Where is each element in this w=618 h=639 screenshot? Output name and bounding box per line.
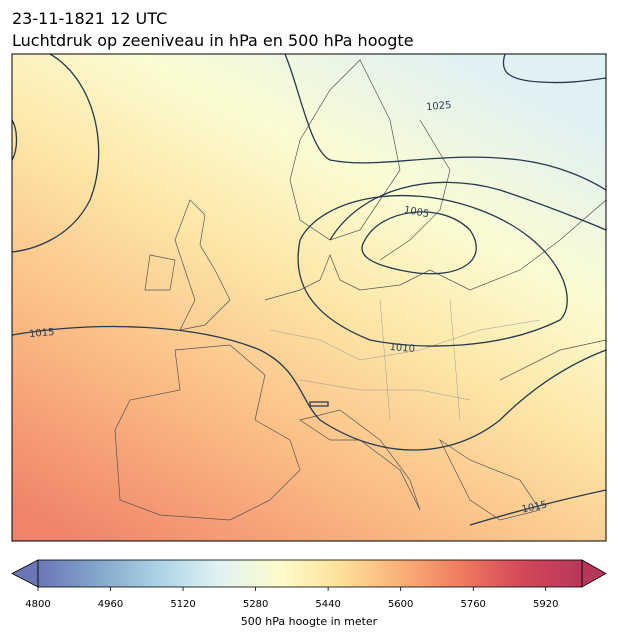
colorbar-tick-label: 4800 <box>25 599 50 610</box>
title: 23-11-1821 12 UTC <box>12 9 167 28</box>
map-frame <box>11 53 607 542</box>
colorbar-tick-label: 5120 <box>170 599 195 610</box>
colorbar-tick-label: 5280 <box>243 599 268 610</box>
colorbar-tick-label: 5600 <box>388 599 413 610</box>
map: 1025 1005 1010 1015 1015 <box>12 54 606 541</box>
subtitle: Luchtdruk op zeeniveau in hPa en 500 hPa… <box>12 31 414 50</box>
colorbar-tick-label: 5440 <box>315 599 340 610</box>
colorbar-tick-label: 5920 <box>533 599 558 610</box>
contour-label: 1025 <box>426 100 452 113</box>
contour-label: 1015 <box>29 327 55 340</box>
contour-label: 1015 <box>521 500 548 516</box>
colorbar-tick-label: 4960 <box>98 599 123 610</box>
colorbar: 4800 4960 5120 5280 5440 5600 5760 5920 <box>11 559 607 610</box>
colorbar-extend-low <box>11 559 39 588</box>
contour-label: 1010 <box>389 342 415 355</box>
colorbar-tick-label: 5760 <box>460 599 485 610</box>
contour-label: 1005 <box>403 205 430 220</box>
colorbar-extend-high <box>581 559 607 588</box>
colorbar-body <box>37 559 583 588</box>
colorbar-label: 500 hPa hoogte in meter <box>241 615 378 628</box>
